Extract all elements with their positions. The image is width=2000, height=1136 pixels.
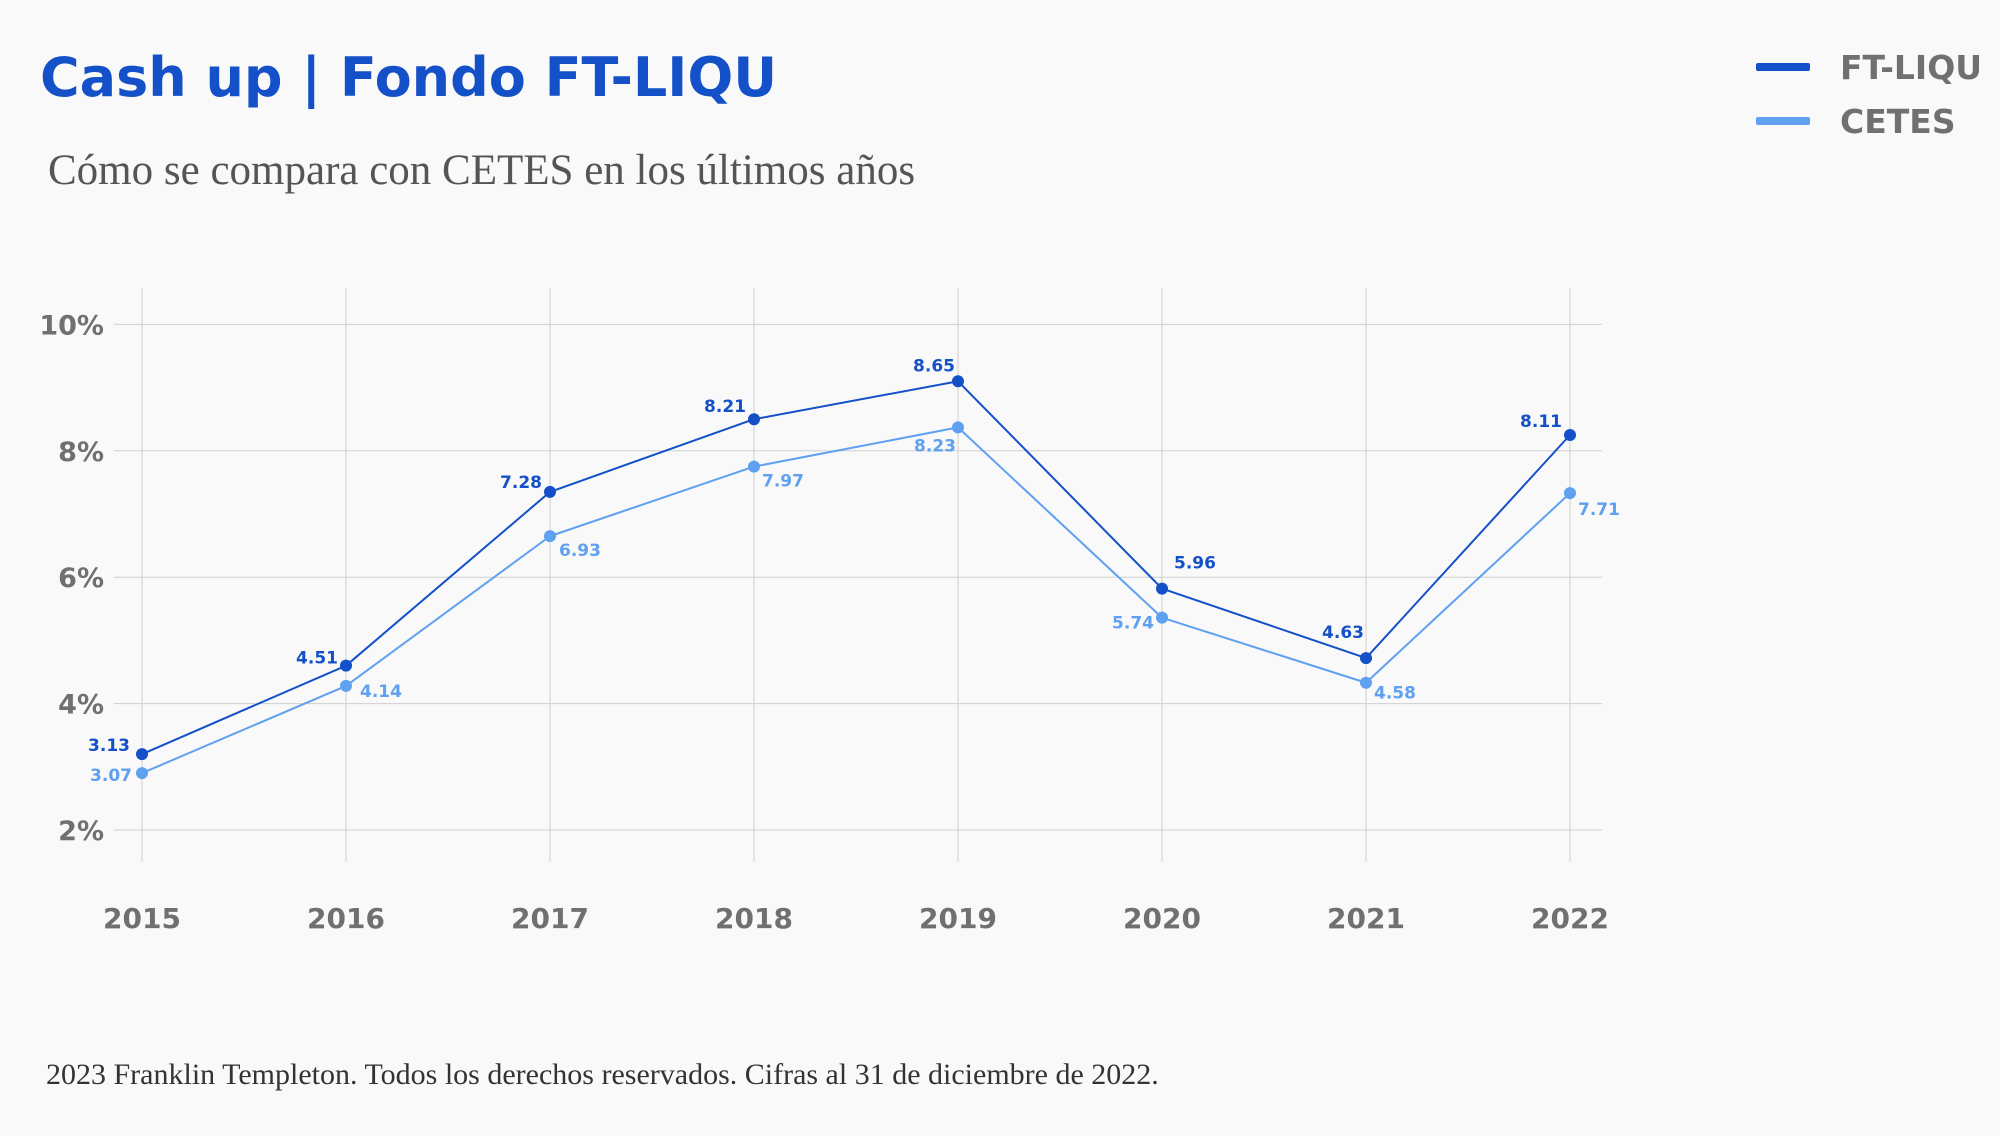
data-point-ft-liqu bbox=[1156, 582, 1168, 595]
data-label-ft-liqu: 5.96 bbox=[1174, 554, 1216, 574]
series-line-cetes bbox=[141, 426, 1571, 775]
data-label-cetes: 4.14 bbox=[360, 682, 402, 702]
data-point-ft-liqu bbox=[1564, 429, 1576, 441]
legend-swatch-ft-liqu bbox=[1756, 63, 1810, 71]
data-label-ft-liqu: 8.65 bbox=[913, 356, 955, 376]
data-label-ft-liqu: 7.28 bbox=[500, 473, 542, 493]
data-point-ft-liqu bbox=[952, 375, 964, 388]
series-line-ft-liqu bbox=[141, 380, 1571, 756]
legend: FT-LIQU CETES bbox=[1756, 40, 1982, 148]
data-point-cetes bbox=[748, 460, 760, 473]
y-tick-label: 8% bbox=[58, 437, 104, 468]
footer-copyright: 2023 Franklin Templeton. Todos los derec… bbox=[46, 1058, 1159, 1091]
data-point-cetes bbox=[340, 679, 352, 692]
data-point-ft-liqu bbox=[136, 748, 148, 761]
x-tick-label: 2017 bbox=[511, 902, 589, 935]
chart-subtitle: Cómo se compara con CETES en los últimos… bbox=[48, 147, 916, 194]
data-point-cetes bbox=[1564, 487, 1576, 500]
legend-item-ft-liqu: FT-LIQU bbox=[1756, 40, 1982, 94]
data-label-cetes: 6.93 bbox=[559, 541, 601, 561]
x-tick-label: 2018 bbox=[715, 902, 793, 935]
data-point-ft-liqu bbox=[340, 659, 352, 672]
data-point-ft-liqu bbox=[544, 485, 556, 498]
x-tick-label: 2022 bbox=[1531, 902, 1609, 935]
data-label-cetes: 5.74 bbox=[1112, 614, 1154, 634]
x-tick-label: 2020 bbox=[1123, 902, 1201, 935]
data-label-cetes: 3.07 bbox=[90, 766, 132, 786]
data-label-ft-liqu: 8.11 bbox=[1520, 412, 1562, 432]
chart-title: Cash up | Fondo FT-LIQU bbox=[40, 46, 778, 109]
y-tick-label: 10% bbox=[39, 310, 104, 341]
y-tick-label: 4% bbox=[58, 690, 104, 721]
data-point-cetes bbox=[1360, 676, 1372, 689]
legend-label-cetes: CETES bbox=[1840, 101, 1956, 141]
x-tick-label: 2019 bbox=[919, 902, 997, 935]
x-tick-label: 2021 bbox=[1327, 902, 1405, 935]
data-point-cetes bbox=[544, 530, 556, 543]
data-point-cetes bbox=[136, 767, 148, 780]
data-label-cetes: 4.58 bbox=[1374, 684, 1416, 704]
data-point-cetes bbox=[952, 421, 964, 434]
x-tick-label: 2016 bbox=[307, 902, 385, 935]
data-label-cetes: 8.23 bbox=[914, 436, 956, 456]
legend-label-ft-liqu: FT-LIQU bbox=[1840, 47, 1983, 87]
data-label-ft-liqu: 4.51 bbox=[296, 649, 338, 669]
legend-swatch-cetes bbox=[1756, 117, 1810, 125]
y-tick-label: 6% bbox=[58, 563, 104, 594]
data-point-cetes bbox=[1156, 611, 1168, 624]
data-label-cetes: 7.71 bbox=[1578, 500, 1620, 520]
legend-item-cetes: CETES bbox=[1756, 94, 1982, 148]
y-tick-label: 2% bbox=[58, 816, 104, 847]
data-label-ft-liqu: 3.13 bbox=[88, 736, 130, 756]
data-label-ft-liqu: 4.63 bbox=[1322, 623, 1364, 643]
data-point-ft-liqu bbox=[748, 413, 760, 426]
x-tick-label: 2015 bbox=[103, 902, 181, 935]
data-point-ft-liqu bbox=[1360, 652, 1372, 665]
data-label-ft-liqu: 8.21 bbox=[704, 397, 746, 417]
data-label-cetes: 7.97 bbox=[762, 472, 804, 492]
